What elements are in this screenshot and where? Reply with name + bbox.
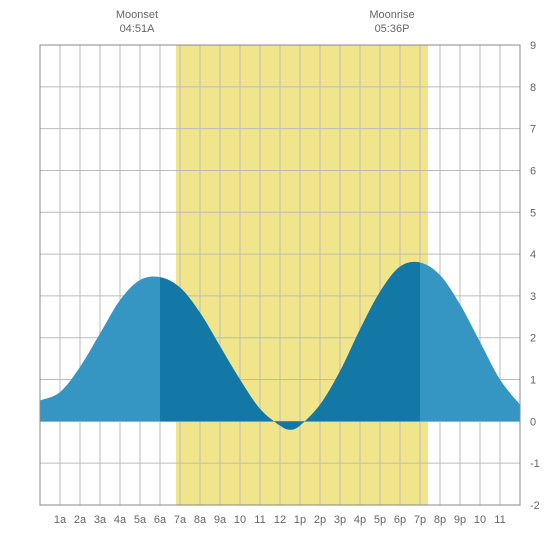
x-tick-label: 9a [214, 514, 227, 526]
x-tick-label: 3a [94, 514, 107, 526]
x-tick-label: 7p [414, 514, 426, 526]
y-tick-label: -1 [530, 458, 540, 470]
x-tick-label: 12 [274, 514, 286, 526]
x-tick-label: 4a [114, 514, 127, 526]
chart-svg: 1a2a3a4a5a6a7a8a9a1011121p2p3p4p5p6p7p8p… [0, 0, 550, 550]
x-tick-label: 3p [334, 514, 346, 526]
y-tick-label: 1 [530, 375, 536, 387]
y-tick-label: 5 [530, 207, 536, 219]
x-tick-label: 7a [174, 514, 187, 526]
x-tick-label: 10 [234, 514, 246, 526]
moonrise-label: Moonrise [369, 9, 414, 21]
x-tick-label: 1a [54, 514, 67, 526]
moonrise-time: 05:36P [375, 23, 410, 35]
x-tick-label: 8p [434, 514, 446, 526]
y-tick-label: 0 [530, 416, 536, 428]
moonset-label: Moonset [116, 9, 158, 21]
y-tick-label: 4 [530, 249, 536, 261]
x-tick-label: 2a [74, 514, 87, 526]
x-tick-label: 11 [494, 514, 505, 526]
x-tick-label: 9p [454, 514, 466, 526]
x-tick-label: 2p [314, 514, 326, 526]
daylight-band [176, 45, 428, 505]
y-tick-label: 9 [530, 40, 536, 52]
x-tick-label: 10 [474, 514, 486, 526]
x-tick-label: 8a [194, 514, 207, 526]
x-tick-label: 11 [254, 514, 265, 526]
y-tick-label: 7 [530, 124, 536, 136]
y-tick-label: -2 [530, 500, 540, 512]
y-tick-label: 3 [530, 291, 536, 303]
y-tick-label: 8 [530, 82, 536, 94]
x-tick-label: 6a [154, 514, 167, 526]
x-tick-label: 5p [374, 514, 386, 526]
tide-chart: 1a2a3a4a5a6a7a8a9a1011121p2p3p4p5p6p7p8p… [0, 0, 550, 550]
y-tick-label: 6 [530, 165, 536, 177]
x-tick-label: 1p [294, 514, 306, 526]
moonset-time: 04:51A [120, 23, 156, 35]
y-tick-label: 2 [530, 333, 536, 345]
x-axis: 1a 2a 3a 4a 5a 6a 7a 8a 9a 10 11 12 1p 2p 3p 4p 5p 6p 7p 8p… [54, 514, 506, 526]
x-tick-label: 5a [134, 514, 147, 526]
x-tick-label: 4p [354, 514, 366, 526]
x-tick-label: 6p [394, 514, 406, 526]
